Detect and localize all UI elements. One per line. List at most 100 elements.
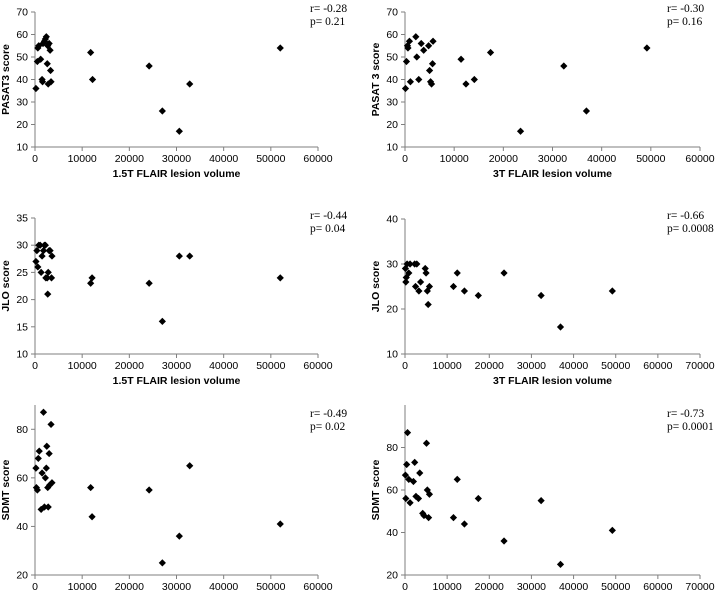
data-point [88,274,96,282]
scatter-panel-3: 10 15 20 25 30 35 0 10000 20000 30000 40000 50000 60… [0,210,347,387]
y-tick-label: 35 [16,213,28,225]
data-point [425,514,433,522]
p-value-label: p= 0.21 [310,16,345,28]
x-tick-label: 0 [402,360,408,372]
correlation-r-label: r= -0.30 [667,3,704,15]
x-tick-label: 40000 [209,581,238,590]
data-point [44,268,52,276]
data-point [36,241,44,249]
x-tick-label: 30000 [162,153,191,165]
p-value-label: p= 0.16 [667,16,702,28]
data-point [34,263,42,271]
data-point [449,282,458,291]
data-point [276,44,284,52]
data-point [158,559,166,567]
data-point [402,57,411,66]
y-tick-label: 80 [16,424,28,436]
x-tick-label: 20000 [475,581,504,590]
x-axis-title: 1.5T FLAIR lesion volume [113,168,241,180]
data-point [415,75,423,84]
x-tick-label: 60000 [685,153,714,165]
y-tick-label: 70 [16,7,28,19]
p-value-label: p= 0.04 [310,223,345,235]
data-point [37,268,45,276]
x-tick-label: 10000 [433,360,462,372]
data-point [405,37,414,45]
data-point [48,479,56,487]
y-tick-label: 20 [386,119,398,131]
data-point [276,274,284,282]
y-axis-title: PASAT 3 score [370,42,382,116]
data-point [421,264,429,273]
data-point [35,447,43,455]
data-point [145,486,153,494]
data-point [33,486,41,494]
data-point [422,269,430,277]
x-tick-label: 10000 [440,153,469,165]
x-tick-label: 60000 [643,581,672,590]
data-point [47,78,55,86]
data-point [401,84,410,93]
data-point [39,247,48,255]
x-tick-label: 40000 [587,153,616,165]
data-point [411,458,419,466]
x-tick-label: 70000 [685,581,714,590]
x-tick-label: 70000 [685,360,714,372]
data-point [45,39,53,48]
p-value-label: p= 0.0008 [667,223,714,235]
data-point [48,252,56,260]
data-point [486,48,495,57]
data-point [411,282,420,291]
x-tick-label: 30000 [517,360,546,372]
y-tick-label: 40 [16,521,28,533]
x-tick-label: 60000 [643,360,672,372]
data-point [175,252,183,260]
data-point [87,279,95,287]
x-tick-label: 10000 [433,581,462,590]
data-point [556,323,565,331]
y-axis-title: JLO score [0,260,12,312]
data-point [44,483,52,492]
data-point [420,46,428,54]
data-point [32,84,40,93]
p-value-label: p= 0.0001 [667,421,714,433]
x-tick-label: 50000 [256,581,285,590]
data-point [186,462,194,470]
data-point [428,60,437,68]
data-point [425,42,433,50]
data-point [424,300,432,309]
data-point [406,78,415,86]
y-tick-label: 20 [386,304,398,316]
x-tick-label: 60000 [303,581,332,590]
y-tick-label: 10 [16,142,28,154]
x-tick-label: 10000 [68,581,97,590]
y-axis-title: PASAT3 score [0,44,12,115]
data-point [409,477,418,486]
data-point [33,247,41,255]
data-point [560,62,568,70]
y-tick-label: 15 [16,321,28,333]
x-tick-label: 40000 [209,360,238,372]
data-point [516,127,525,135]
data-point [87,483,95,492]
x-tick-label: 10000 [68,360,97,372]
correlation-r-label: r= -0.73 [667,408,704,420]
data-point [46,247,54,255]
y-tick-label: 60 [16,29,28,41]
y-tick-label: 60 [16,472,28,484]
data-point [405,269,413,277]
data-point [449,514,458,522]
scatter-panel-1: 10 20 30 40 50 60 70 0 10000 20000 30000 40000 50000… [0,3,347,180]
data-point [457,55,465,63]
x-tick-label: 50000 [256,360,285,372]
data-point [406,499,414,507]
x-tick-label: 50000 [601,360,630,372]
x-tick-label: 0 [32,581,38,590]
data-point [415,287,423,295]
y-axis-title: JLO score [370,261,382,313]
data-point [500,269,508,277]
y-tick-label: 70 [386,7,398,19]
x-tick-label: 0 [32,360,38,372]
data-point [186,252,194,260]
x-tick-label: 30000 [538,153,567,165]
